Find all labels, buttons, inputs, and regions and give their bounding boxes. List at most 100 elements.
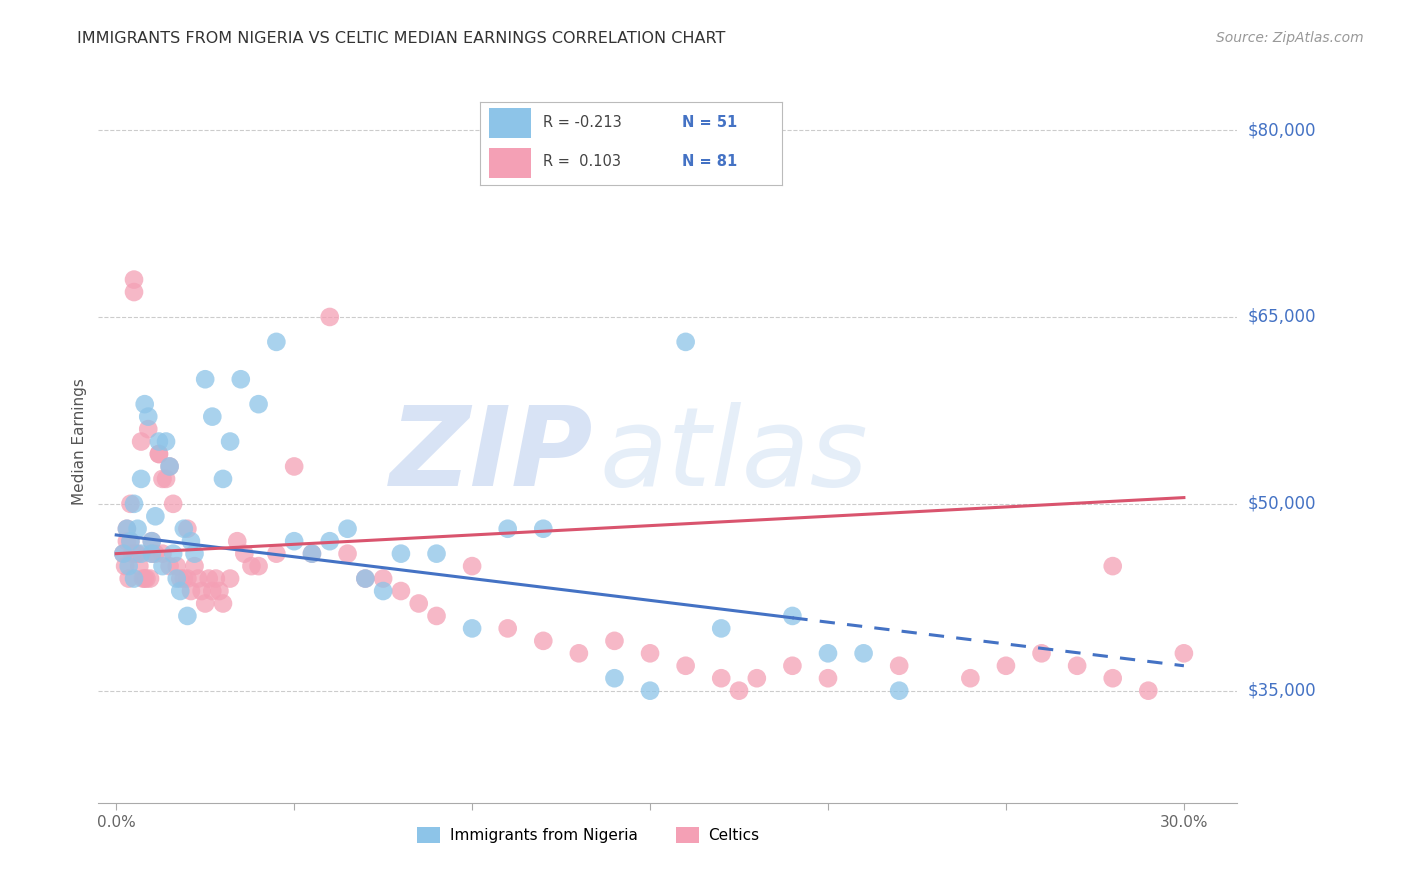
Point — [354, 572, 377, 586]
Point — [1101, 671, 1123, 685]
Point — [120, 534, 142, 549]
Point — [531, 633, 554, 648]
Point — [159, 559, 181, 574]
Point — [132, 572, 155, 586]
Point — [120, 534, 142, 549]
Point — [176, 522, 198, 536]
Text: $35,000: $35,000 — [1249, 681, 1316, 699]
Text: $80,000: $80,000 — [1249, 121, 1316, 139]
Point — [319, 310, 342, 324]
Point — [301, 547, 323, 561]
Legend: Immigrants from Nigeria, Celtics: Immigrants from Nigeria, Celtics — [412, 822, 765, 849]
Point — [145, 509, 167, 524]
Point — [425, 547, 447, 561]
Text: $65,000: $65,000 — [1249, 308, 1316, 326]
Point — [201, 584, 224, 599]
Point — [959, 671, 981, 685]
Point — [194, 597, 217, 611]
Point — [180, 584, 202, 599]
Point — [162, 497, 184, 511]
Point — [159, 459, 181, 474]
Point — [112, 547, 135, 561]
Point — [118, 559, 141, 574]
Point — [134, 572, 156, 586]
Point — [782, 658, 804, 673]
Point — [266, 334, 288, 349]
Point — [675, 658, 697, 673]
Point — [114, 559, 136, 574]
Point — [148, 434, 170, 449]
Point — [159, 459, 181, 474]
Point — [1137, 683, 1160, 698]
Point — [135, 572, 157, 586]
Point — [166, 559, 188, 574]
Point — [112, 547, 135, 561]
Point — [638, 683, 661, 698]
Point — [710, 621, 733, 635]
Point — [129, 472, 152, 486]
Point — [461, 559, 484, 574]
Point — [115, 534, 138, 549]
Point — [129, 434, 152, 449]
Point — [190, 584, 212, 599]
Point — [139, 572, 162, 586]
Point — [889, 683, 911, 698]
Point — [496, 621, 519, 635]
Point — [817, 646, 839, 660]
Point — [187, 572, 209, 586]
Point — [136, 422, 159, 436]
Point — [212, 472, 235, 486]
Point — [745, 671, 768, 685]
Point — [122, 285, 145, 299]
Text: atlas: atlas — [599, 402, 868, 509]
Point — [155, 472, 177, 486]
Point — [205, 572, 228, 586]
Point — [127, 522, 149, 536]
Point — [125, 547, 148, 561]
Point — [675, 334, 697, 349]
Point — [141, 547, 163, 561]
Point — [389, 584, 412, 599]
Point — [1031, 646, 1053, 660]
Point — [129, 547, 152, 561]
Point — [336, 547, 359, 561]
Point — [354, 572, 377, 586]
Point — [889, 658, 911, 673]
Point — [212, 597, 235, 611]
Point — [283, 459, 305, 474]
Point — [152, 472, 174, 486]
Point — [152, 547, 174, 561]
Point — [233, 547, 256, 561]
Point — [162, 547, 184, 561]
Point — [115, 522, 138, 536]
Point — [166, 572, 188, 586]
Point — [148, 447, 170, 461]
Point — [371, 584, 394, 599]
Point — [247, 559, 270, 574]
Point — [169, 584, 191, 599]
Text: Source: ZipAtlas.com: Source: ZipAtlas.com — [1216, 31, 1364, 45]
Point — [173, 522, 195, 536]
Point — [1101, 559, 1123, 574]
Point — [118, 572, 141, 586]
Point — [817, 671, 839, 685]
Point — [301, 547, 323, 561]
Point — [148, 447, 170, 461]
Point — [141, 534, 163, 549]
Point — [197, 572, 219, 586]
Point — [1173, 646, 1195, 660]
Point — [122, 272, 145, 286]
Point — [176, 572, 198, 586]
Point — [852, 646, 875, 660]
Point — [425, 609, 447, 624]
Point — [134, 397, 156, 411]
Text: IMMIGRANTS FROM NIGERIA VS CELTIC MEDIAN EARNINGS CORRELATION CHART: IMMIGRANTS FROM NIGERIA VS CELTIC MEDIAN… — [77, 31, 725, 46]
Point — [141, 534, 163, 549]
Point — [183, 547, 205, 561]
Point — [115, 522, 138, 536]
Point — [208, 584, 231, 599]
Point — [531, 522, 554, 536]
Point — [120, 497, 142, 511]
Point — [201, 409, 224, 424]
Point — [283, 534, 305, 549]
